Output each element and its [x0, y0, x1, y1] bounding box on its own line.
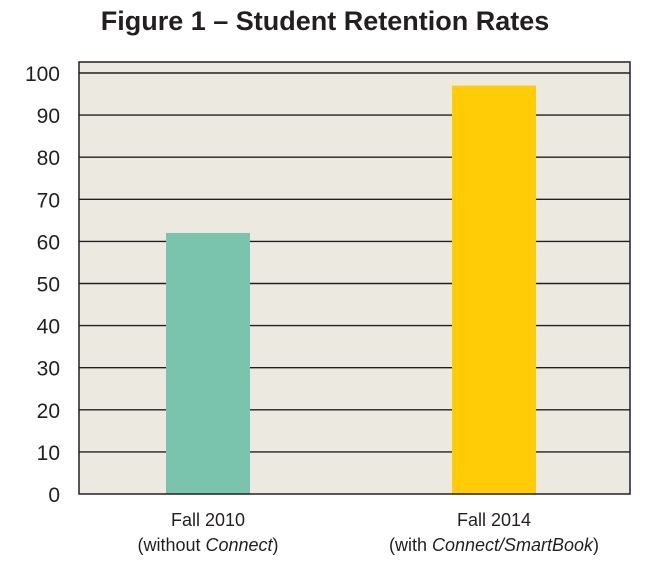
y-axis-ticks: 0 10 20 30 40 50 60 70 80 90 100	[25, 63, 60, 507]
bar	[452, 85, 536, 494]
plot-border	[78, 61, 631, 495]
x-axis-categories: Fall 2010 (without Connect) Fall 2014 (with…	[137, 510, 599, 555]
bar	[166, 232, 250, 495]
chart-title: Figure 1 – Student Retention Rates	[100, 6, 550, 36]
y-tick-label: 20	[37, 400, 60, 423]
y-tick-label: 100	[25, 63, 60, 86]
y-tick-label: 50	[37, 274, 60, 297]
x-category-label: Fall 2010	[171, 510, 245, 530]
x-category-sublabel: (without Connect)	[137, 535, 278, 555]
y-tick-label: 0	[48, 484, 60, 507]
y-tick-label: 30	[37, 358, 60, 381]
y-tick-label: 10	[37, 442, 60, 465]
y-tick-label: 60	[37, 231, 60, 254]
y-tick-label: 80	[37, 147, 60, 170]
y-tick-label: 90	[37, 105, 60, 128]
y-tick-label: 70	[37, 189, 60, 212]
x-category-label: Fall 2014	[457, 510, 531, 530]
bars	[166, 85, 536, 495]
plot-area	[79, 62, 630, 494]
x-category-sublabel: (with Connect/SmartBook)	[389, 535, 599, 555]
y-tick-label: 40	[37, 316, 60, 339]
